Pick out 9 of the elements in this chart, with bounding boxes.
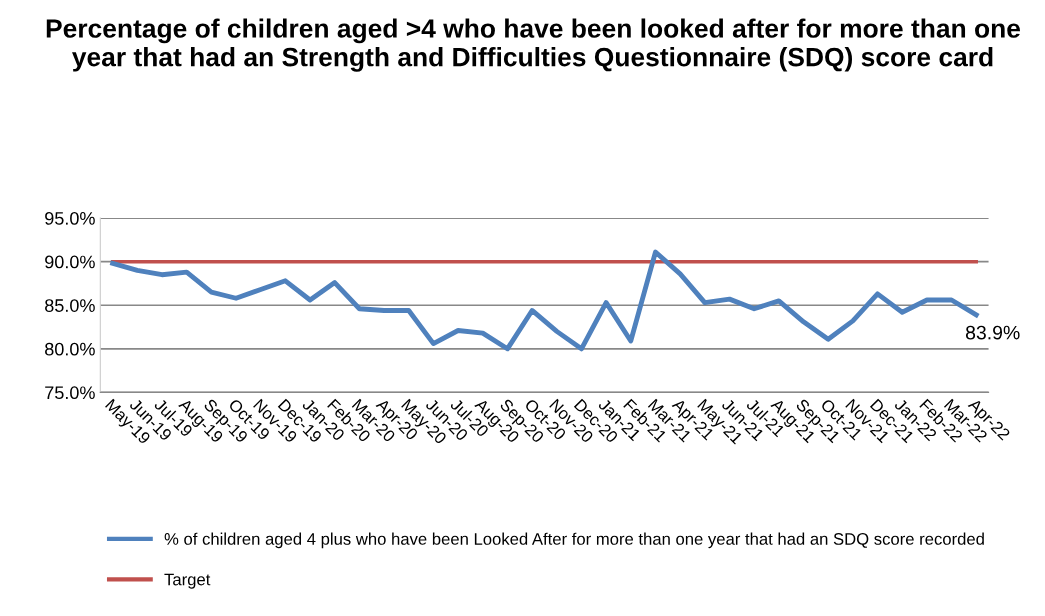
y-tick-label: 90.0% [45, 255, 95, 269]
legend-label: Target [164, 573, 211, 589]
y-tick-label: 85.0% [45, 299, 95, 312]
data-label: 83.9% [965, 325, 1020, 340]
y-tick-label: 95.0% [45, 212, 95, 225]
y-tick-label: 80.0% [45, 342, 95, 356]
chart-title: Percentage of children aged >4 who have been looked after for more than one year that had an Strength and Difficulties Questionnaire (SDQ) score card [46, 18, 1021, 72]
legend-label: % of children aged 4 plus who have been Looked After for more than one year that had an SDQ score recorded [164, 532, 984, 549]
y-tick-label: 75.0% [45, 386, 95, 400]
